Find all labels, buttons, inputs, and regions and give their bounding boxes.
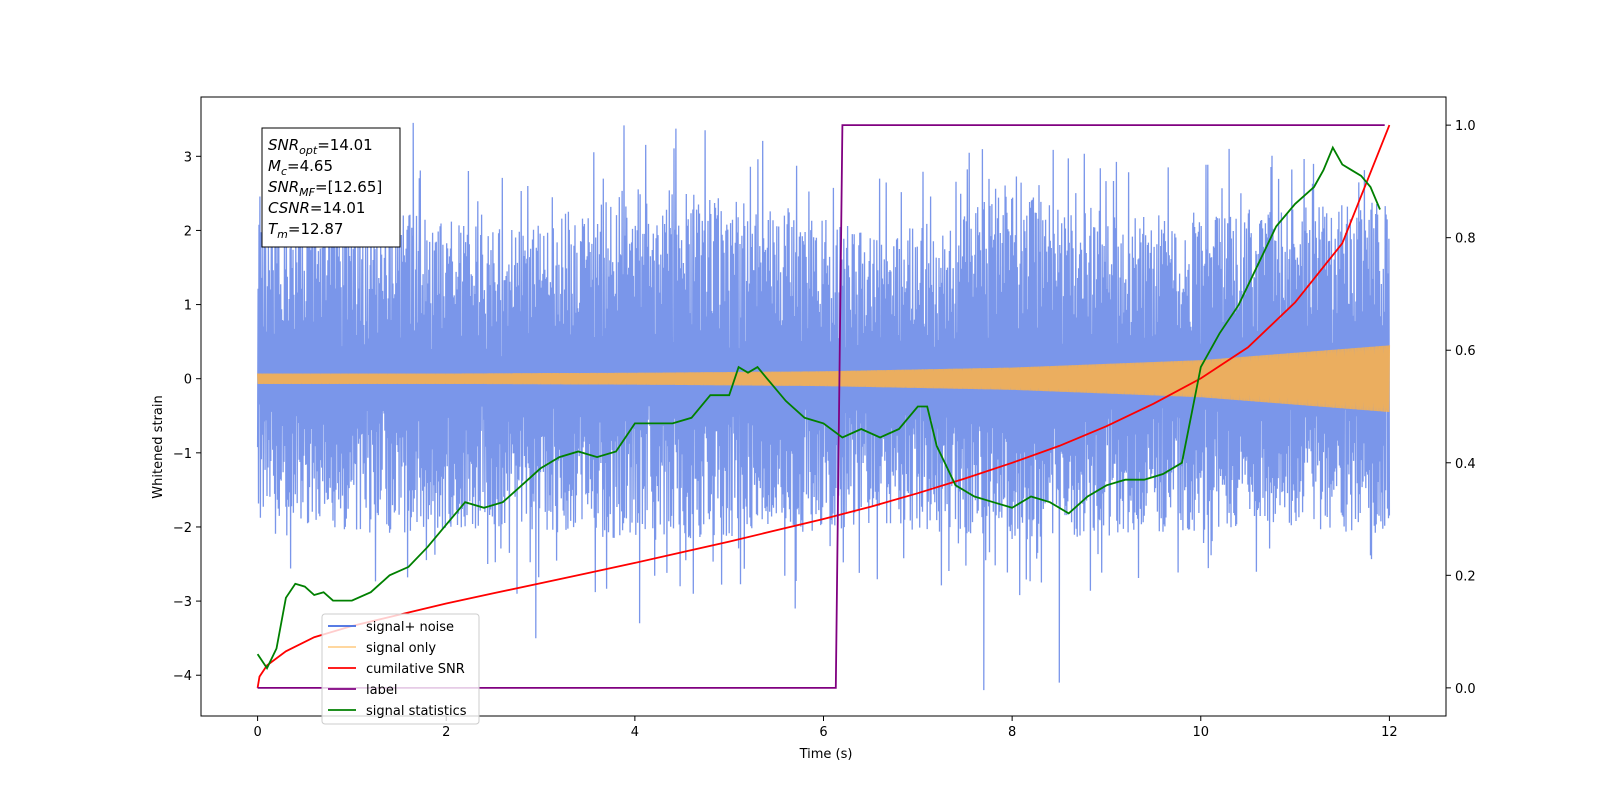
y-tick-label: −1: [173, 447, 192, 462]
legend-label: signal statistics: [366, 704, 467, 719]
y-tick-label: 1: [184, 299, 192, 314]
plot-area: [256, 122, 1391, 691]
stats-line: Tm=12.87: [268, 220, 343, 241]
y-tick-label: −3: [173, 595, 192, 610]
legend-box: [321, 613, 480, 725]
x-axis-label: Time (s): [799, 747, 853, 762]
legend: signal+ noise signal only cumilative SNR la…: [321, 613, 480, 725]
x-tick-label: 0: [253, 725, 261, 740]
y-axis-label: Whitened strain: [151, 395, 166, 498]
stats-line: SNRMF=[12.65]: [268, 178, 382, 199]
stats-line: CSNR=14.01: [268, 199, 365, 217]
legend-label: label: [366, 683, 397, 698]
series-label-line: [257, 124, 1385, 689]
x-tick-label: 8: [1008, 725, 1016, 740]
series-signal-only-line: [256, 345, 1391, 413]
x-tick-label: 2: [442, 725, 450, 740]
stats-line: SNRopt=14.01: [268, 136, 373, 157]
x-tick-label: 10: [1192, 725, 1209, 740]
series-signal-statistics-line: [256, 145, 1381, 671]
legend-label: signal only: [366, 641, 436, 656]
legend-label: cumilative SNR: [366, 662, 465, 677]
series-signal-noise-line: [256, 122, 1391, 691]
y-tick-label: 3: [184, 150, 192, 165]
x-tick-label: 6: [819, 725, 827, 740]
x-tick-label: 12: [1381, 725, 1398, 740]
stats-box: SNRopt=14.01Mc=4.65SNRMF=[12.65]CSNR=14.…: [261, 127, 401, 248]
y-tick-label: −4: [173, 669, 192, 684]
y2-tick-label: 0.8: [1455, 232, 1476, 247]
x-tick-label: 4: [631, 725, 639, 740]
y2-tick-label: 1.0: [1455, 119, 1476, 134]
stats-box-frame: [261, 127, 401, 248]
y-tick-label: −2: [173, 521, 192, 536]
y-tick-label: 2: [184, 224, 192, 239]
y2-tick-label: 0.6: [1455, 344, 1476, 359]
y2-tick-label: 0.2: [1455, 569, 1476, 584]
legend-label: signal+ noise: [366, 620, 454, 635]
y-tick-label: 0: [184, 373, 192, 388]
stats-line: Mc=4.65: [268, 157, 333, 178]
y2-tick-label: 0.0: [1455, 682, 1476, 697]
y2-tick-label: 0.4: [1455, 457, 1476, 472]
